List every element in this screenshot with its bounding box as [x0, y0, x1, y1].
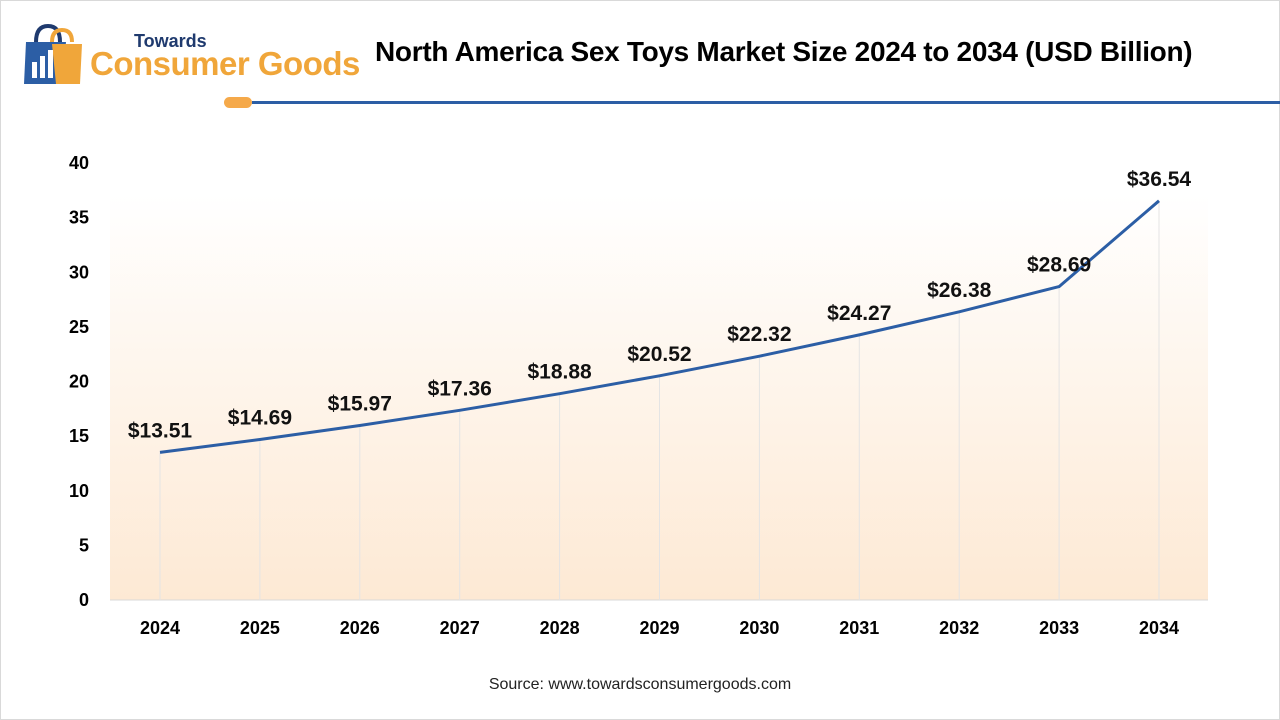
x-tick-label: 2030 [739, 618, 779, 638]
x-tick-label: 2034 [1139, 618, 1179, 638]
brand-logo: Towards Consumer Goods [22, 20, 367, 86]
data-label: $15.97 [328, 393, 392, 416]
y-tick-label: 15 [69, 426, 89, 446]
data-label: $28.69 [1027, 254, 1091, 277]
x-tick-label: 2025 [240, 618, 280, 638]
data-label: $24.27 [827, 302, 891, 325]
x-tick-label: 2033 [1039, 618, 1079, 638]
data-label: $17.36 [428, 377, 492, 400]
x-tick-label: 2031 [839, 618, 879, 638]
data-label: $26.38 [927, 279, 992, 302]
data-label: $14.69 [228, 407, 292, 430]
chart-title: North America Sex Toys Market Size 2024 … [375, 36, 1193, 67]
x-tick-label: 2029 [639, 618, 679, 638]
shopping-bag-icon [24, 23, 82, 84]
x-tick-label: 2024 [140, 618, 180, 638]
x-tick-label: 2032 [939, 618, 979, 638]
y-tick-label: 25 [69, 317, 89, 337]
series-line [159, 199, 1160, 454]
y-tick-label: 30 [69, 262, 89, 282]
data-label: $20.52 [627, 343, 691, 366]
y-tick-label: 0 [79, 590, 89, 610]
brand-main-text: Consumer Goods [90, 45, 360, 82]
title-rule [252, 101, 1280, 104]
x-tick-label: 2028 [540, 618, 580, 638]
y-tick-label: 35 [69, 208, 89, 228]
brand-top-text: Towards [134, 31, 207, 51]
y-tick-label: 5 [79, 535, 89, 555]
data-label: $13.51 [128, 419, 193, 442]
x-tick-label: 2026 [340, 618, 380, 638]
y-tick-label: 40 [69, 153, 89, 173]
title-rule-accent [224, 97, 252, 108]
source-note: Source: www.towardsconsumergoods.com [488, 676, 792, 693]
data-label: $36.54 [1127, 168, 1192, 191]
x-tick-label: 2027 [440, 618, 480, 638]
data-label: $22.32 [727, 323, 791, 346]
y-tick-label: 20 [69, 372, 89, 392]
data-label: $18.88 [527, 361, 592, 384]
y-tick-label: 10 [69, 481, 89, 501]
